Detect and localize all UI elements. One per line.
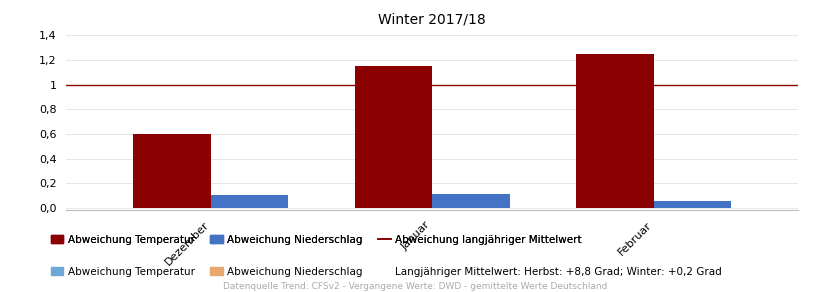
Title: Winter 2017/18: Winter 2017/18 xyxy=(378,13,486,27)
Bar xyxy=(654,201,731,208)
Bar xyxy=(210,195,288,208)
Text: Datenquelle Trend: CFSv2 - Vergangene Werte: DWD - gemittelte Werte Deutschland: Datenquelle Trend: CFSv2 - Vergangene We… xyxy=(224,281,607,291)
Bar xyxy=(355,66,432,208)
Legend: Abweichung Temperatur, Abweichung Niederschlag, Abweichung langjähriger Mittelwe: Abweichung Temperatur, Abweichung Nieder… xyxy=(47,230,586,249)
Bar xyxy=(432,194,509,208)
Legend: Abweichung Temperatur, Abweichung Niederschlag, Langjähriger Mittelwert: Herbst:: Abweichung Temperatur, Abweichung Nieder… xyxy=(47,263,725,281)
Bar xyxy=(576,54,654,208)
Bar xyxy=(133,134,210,208)
